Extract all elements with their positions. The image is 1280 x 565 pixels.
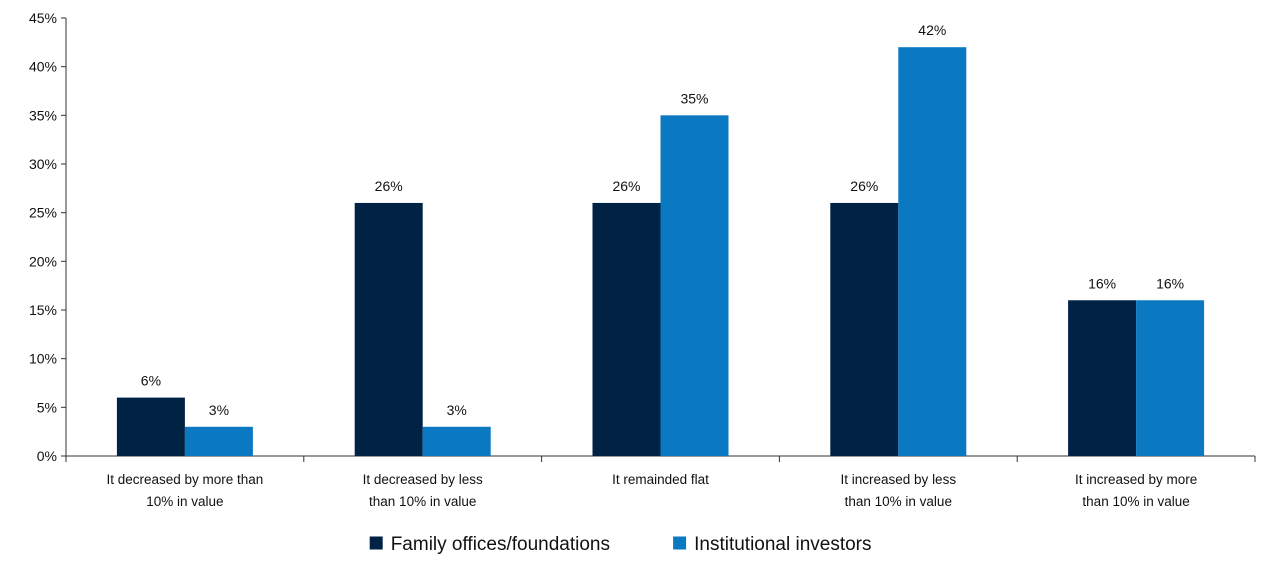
legend-swatch bbox=[673, 536, 687, 550]
y-axis: 0% 5% 10% 15% 20% 25% 30% 35% 40% 45% bbox=[29, 10, 67, 464]
bar-value-label: 6% bbox=[141, 373, 161, 389]
y-tick-label: 15% bbox=[29, 302, 57, 318]
legend-swatch bbox=[369, 536, 383, 550]
data-labels: 6% 26% 26% 26% 16% 3% 3% 35% 42% 16% bbox=[141, 22, 1184, 418]
legend-label: Institutional investors bbox=[694, 534, 871, 555]
x-category-label: It increased by more than 10% in value bbox=[1075, 472, 1197, 509]
legend-label: Family offices/foundations bbox=[391, 534, 610, 555]
bar-value-label: 42% bbox=[918, 22, 946, 38]
y-tick-label: 0% bbox=[37, 448, 57, 464]
y-tick-label: 5% bbox=[37, 399, 57, 415]
bar-family-offices-4 bbox=[1068, 300, 1137, 456]
bar-value-label: 35% bbox=[680, 90, 708, 106]
bars bbox=[116, 47, 1205, 456]
x-category-label: It increased by less than 10% in value bbox=[841, 472, 957, 509]
x-category-label: It remainded flat bbox=[612, 472, 709, 487]
bar-institutional-4 bbox=[1136, 300, 1205, 456]
bar-value-label: 26% bbox=[850, 178, 878, 194]
bar-institutional-2 bbox=[660, 115, 729, 456]
y-tick-label: 20% bbox=[29, 253, 57, 269]
y-tick-label: 10% bbox=[29, 351, 57, 367]
bar-value-label: 3% bbox=[209, 402, 229, 418]
x-category-label: It decreased by more than 10% in value bbox=[106, 472, 263, 509]
bar-family-offices-3 bbox=[830, 202, 899, 456]
y-tick-label: 25% bbox=[29, 205, 57, 221]
bar-value-label: 3% bbox=[447, 402, 467, 418]
x-category-label: It decreased by less than 10% in value bbox=[363, 472, 483, 509]
bar-value-label: 16% bbox=[1088, 275, 1116, 291]
bar-institutional-1 bbox=[422, 426, 491, 456]
bar-family-offices-0 bbox=[116, 397, 185, 456]
bar-value-label: 16% bbox=[1156, 275, 1184, 291]
y-tick-label: 40% bbox=[29, 59, 57, 75]
bar-value-label: 26% bbox=[375, 178, 403, 194]
y-tick-label: 35% bbox=[29, 107, 57, 123]
y-tick-label: 30% bbox=[29, 156, 57, 172]
y-tick-label: 45% bbox=[29, 10, 57, 26]
bar-family-offices-2 bbox=[592, 202, 661, 456]
bar-value-label: 26% bbox=[612, 178, 640, 194]
bar-family-offices-1 bbox=[354, 202, 423, 456]
x-axis: It decreased by more than 10% in value It … bbox=[65, 455, 1256, 509]
legend: Family offices/foundations Institutional … bbox=[369, 534, 872, 555]
bar-institutional-3 bbox=[898, 47, 967, 456]
bar-institutional-0 bbox=[184, 426, 253, 456]
